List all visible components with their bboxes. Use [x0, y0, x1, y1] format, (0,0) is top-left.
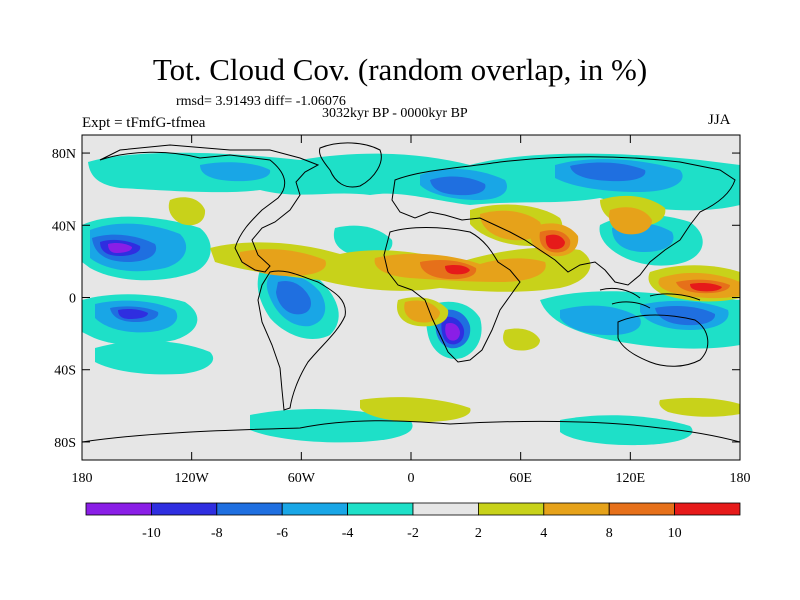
lon-tick-label: 180	[730, 471, 751, 486]
colorbar-swatch	[150, 502, 218, 516]
lat-tick-label: 40N	[52, 219, 76, 234]
colorbar-label: 10	[668, 526, 682, 541]
experiment-label: Expt = tFmfG-tfmea	[82, 115, 206, 131]
anomaly-region	[659, 397, 740, 417]
coastlines	[82, 142, 740, 443]
colorbar-label: -4	[342, 526, 354, 541]
anomaly-region	[108, 243, 132, 253]
lon-tick-label: 180	[72, 471, 93, 486]
coastline-africa	[383, 227, 521, 363]
colorbar-label: 2	[475, 526, 482, 541]
coastline-antarctica	[82, 420, 740, 443]
anomaly-region	[360, 397, 471, 422]
colorbar: -10 -8 -6 -4 -2 2 4 8 10	[85, 502, 741, 541]
chart-title: Tot. Cloud Cov. (random overlap, in %)	[152, 52, 648, 87]
anomaly-region	[445, 322, 460, 341]
coastline-maritime-continent	[599, 287, 701, 309]
anomaly-region	[690, 283, 722, 292]
lon-tick-label: 60E	[509, 471, 532, 486]
lon-tick-label: 120W	[175, 471, 210, 486]
lat-tick-label: 40S	[54, 364, 76, 379]
colorbar-swatch	[477, 502, 545, 516]
anomaly-region	[240, 249, 326, 276]
coastline-south-america	[257, 270, 346, 411]
anomaly-region	[655, 306, 716, 326]
lat-tick-label: 0	[69, 292, 76, 307]
colorbar-label: -8	[211, 526, 223, 541]
coastline-eurasia	[391, 156, 736, 286]
axis-ticks: 180 120W 60W 0 60E 120E 180 80N 40N 0 40S 80S	[52, 135, 751, 486]
anomaly-region	[404, 300, 440, 323]
colorbar-swatch	[674, 502, 741, 516]
colorbar-swatch	[412, 502, 479, 516]
lon-tick-label: 0	[408, 471, 415, 486]
stats-label: rmsd= 3.91493 diff= -1.06076	[176, 94, 346, 109]
anomaly-region	[200, 162, 271, 182]
lon-tick-label: 60W	[288, 471, 316, 486]
colorbar-label: 4	[540, 526, 547, 541]
colorbar-swatch	[85, 502, 152, 516]
colorbar-label: -6	[276, 526, 288, 541]
anomaly-region	[250, 408, 413, 443]
colorbar-swatch	[347, 502, 414, 516]
lat-tick-label: 80N	[52, 147, 76, 162]
anomaly-region	[118, 309, 148, 319]
lat-tick-label: 80S	[54, 436, 76, 451]
coastline-north-america	[99, 144, 320, 273]
anomaly-region	[608, 207, 652, 235]
period-label: 3032kyr BP - 0000kyr BP	[322, 106, 468, 121]
colorbar-swatch	[543, 502, 610, 516]
colorbar-label: -10	[142, 526, 161, 541]
coastline-greenland	[319, 142, 382, 188]
colorbar-swatch	[281, 502, 349, 516]
anomaly-region	[430, 176, 486, 196]
colorbar-swatch	[216, 502, 283, 516]
anomaly-region	[480, 210, 542, 241]
anomaly-region	[570, 162, 646, 182]
anomaly-region	[545, 234, 565, 250]
anomaly-region	[276, 280, 311, 315]
colorbar-label: 8	[606, 526, 613, 541]
anomaly-region	[333, 225, 393, 257]
anomaly-fields	[82, 152, 740, 446]
anomaly-region	[95, 340, 214, 375]
anomaly-region	[168, 197, 206, 226]
anomaly-region	[445, 265, 470, 275]
anomaly-region	[503, 328, 540, 351]
colorbar-label: -2	[407, 526, 419, 541]
coastline-australia	[617, 314, 709, 367]
anomaly-region	[560, 305, 641, 336]
colorbar-swatch	[608, 502, 676, 516]
season-label: JJA	[708, 112, 731, 128]
lon-tick-label: 120E	[616, 471, 646, 486]
